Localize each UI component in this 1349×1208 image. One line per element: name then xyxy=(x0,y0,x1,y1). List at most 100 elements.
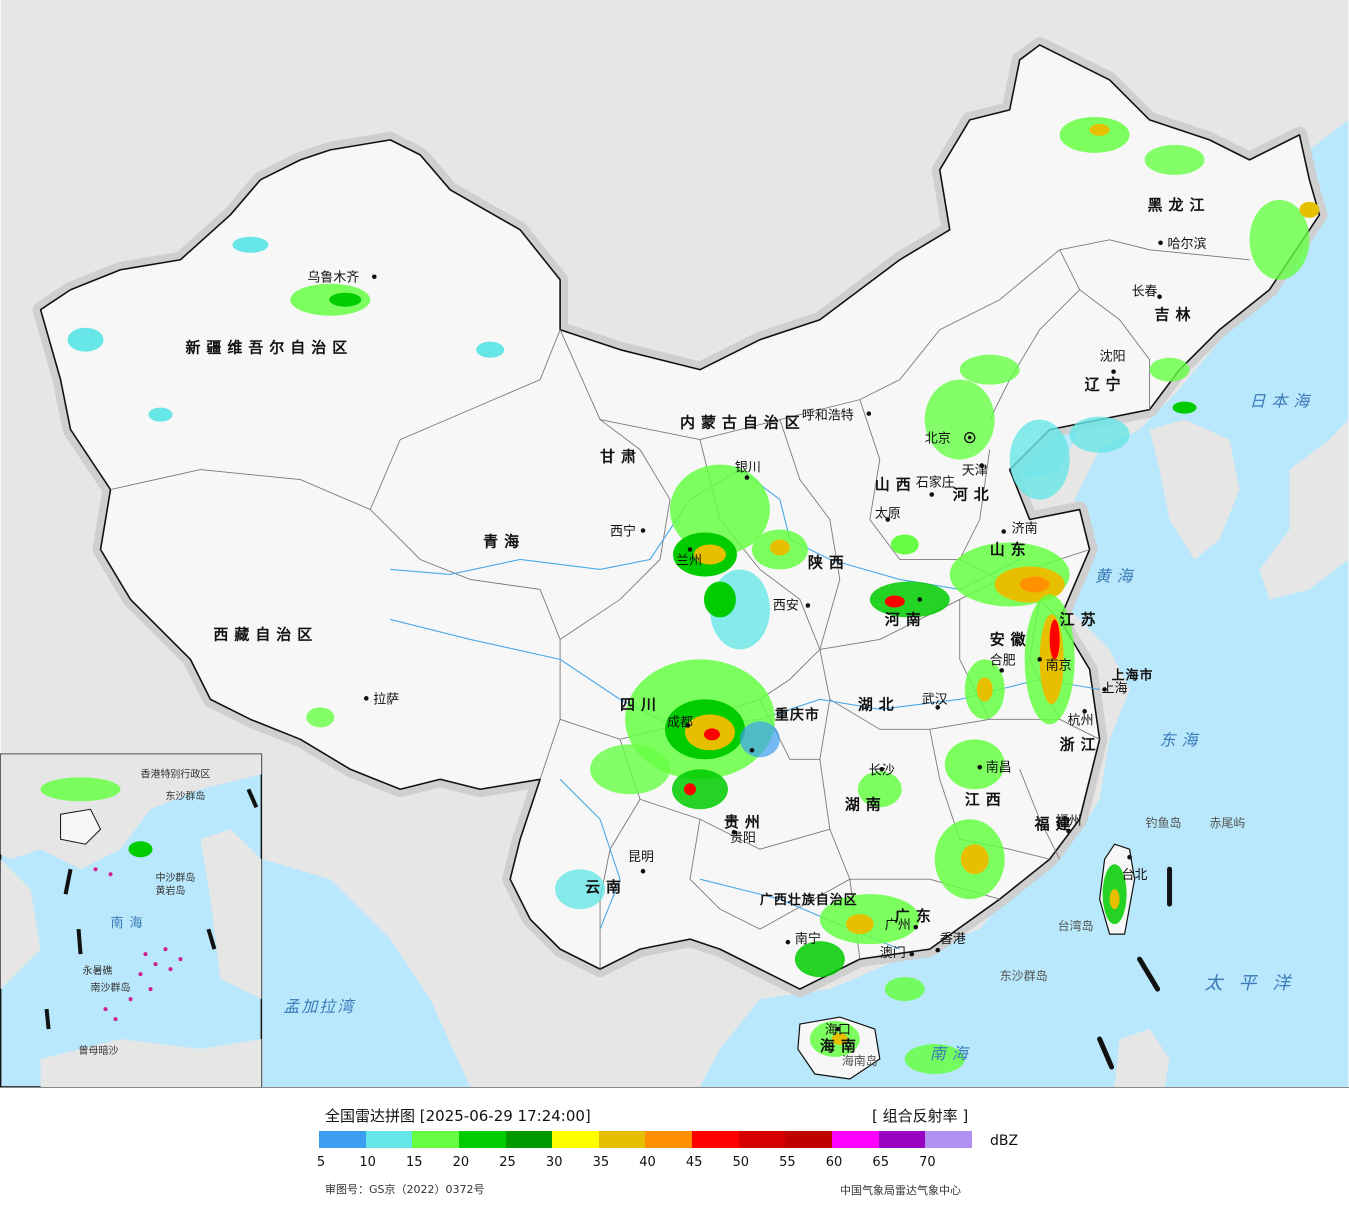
korea-land xyxy=(1149,419,1240,560)
color-scale-tick: 15 xyxy=(406,1155,423,1170)
svg-text:南京: 南京 xyxy=(1046,657,1072,673)
city-wuhan: 武汉 xyxy=(922,692,948,710)
svg-text:太平洋: 太平洋 xyxy=(1205,973,1307,994)
city-taiyuan: 太原 xyxy=(875,507,901,522)
svg-text:南海: 南海 xyxy=(111,915,149,931)
region-label: 河北 xyxy=(953,486,995,504)
color-scale-tick: 45 xyxy=(685,1155,703,1170)
svg-text:拉萨: 拉萨 xyxy=(373,692,399,707)
city-urumqi: 乌鲁木齐 xyxy=(307,270,377,286)
svg-text:南海: 南海 xyxy=(930,1044,974,1063)
city-nanning: 南宁 xyxy=(785,931,821,947)
svg-text:南沙群岛: 南沙群岛 xyxy=(91,981,131,994)
region-label: 湖南 xyxy=(845,795,887,813)
svg-text:兰州: 兰州 xyxy=(676,553,702,568)
color-scale-tick: 5 xyxy=(316,1155,326,1170)
svg-text:海南岛: 海南岛 xyxy=(842,1053,878,1068)
city-shenyang: 沈阳 xyxy=(1100,350,1126,374)
city-tianjin: 天津 xyxy=(962,463,988,479)
city-hongkong: 香港 xyxy=(935,932,966,953)
city-guiyang: 贵阳 xyxy=(730,829,756,846)
region-label: 广东 xyxy=(895,907,937,925)
city-hefei: 合肥 xyxy=(990,653,1016,673)
unit-label: dBZ xyxy=(990,1133,1019,1149)
color-swatch xyxy=(832,1131,879,1148)
region-label: 青海 xyxy=(483,532,525,550)
city-yinchuan: 银川 xyxy=(735,461,761,480)
region-label: 湖北 xyxy=(858,695,900,713)
city-harbin: 哈尔滨 xyxy=(1158,236,1206,252)
city-xian: 西安 xyxy=(773,598,811,613)
svg-text:天津: 天津 xyxy=(962,464,988,479)
color-scale-tick: 20 xyxy=(452,1155,470,1170)
color-swatch xyxy=(738,1131,786,1148)
region-label: 贵州 xyxy=(724,813,766,831)
svg-text:北京: 北京 xyxy=(925,432,951,447)
svg-text:西宁: 西宁 xyxy=(610,524,636,540)
svg-text:合肥: 合肥 xyxy=(990,653,1016,668)
svg-text:澳门: 澳门 xyxy=(880,945,906,961)
color-swatch xyxy=(552,1131,599,1148)
svg-text:南昌: 南昌 xyxy=(986,759,1012,775)
region-labels: 新疆维吾尔自治区 西藏自治区 青海 甘肃 内蒙古自治区 黑龙江 吉林 辽宁 河北… xyxy=(185,196,1211,1055)
review-number: 审图号：GS京（2022）0372号 xyxy=(325,1183,485,1196)
svg-text:乌鲁木齐: 乌鲁木齐 xyxy=(307,270,359,286)
region-label: 广西壮族自治区 xyxy=(760,892,858,908)
color-swatch xyxy=(365,1131,413,1148)
region-label: 海南 xyxy=(820,1037,862,1055)
city-zhengzhou xyxy=(917,597,923,602)
city-kunming: 昆明 xyxy=(628,850,654,874)
city-changsha: 长沙 xyxy=(869,763,895,778)
svg-text:香港: 香港 xyxy=(940,932,966,947)
japan-land xyxy=(1259,419,1349,600)
city-macau: 澳门 xyxy=(880,945,915,961)
city-beijing: 北京 xyxy=(925,432,976,447)
color-scale-bar xyxy=(319,1131,972,1148)
svg-text:昆明: 昆明 xyxy=(628,850,654,865)
svg-text:杭州: 杭州 xyxy=(1068,713,1094,728)
region-label: 上海市 xyxy=(1112,667,1154,683)
color-swatch xyxy=(785,1131,833,1148)
color-swatch xyxy=(319,1131,366,1148)
city-haikou: 海口 xyxy=(825,1023,851,1038)
svg-text:钓鱼岛: 钓鱼岛 xyxy=(1146,815,1182,830)
region-label: 安徽 xyxy=(990,630,1032,648)
color-swatch xyxy=(505,1131,553,1148)
svg-text:长春: 长春 xyxy=(1132,285,1158,300)
legend-title: 全国雷达拼图 [2025-06-29 17:24:00] xyxy=(325,1107,591,1125)
color-scale-tick: 60 xyxy=(825,1155,843,1170)
organization-label: 中国气象局雷达气象中心 xyxy=(840,1184,961,1197)
svg-text:日本海: 日本海 xyxy=(1249,392,1315,411)
color-swatch xyxy=(692,1131,739,1148)
svg-text:银川: 银川 xyxy=(735,461,761,476)
region-label: 四川 xyxy=(620,695,662,713)
svg-text:香港特别行政区: 香港特别行政区 xyxy=(140,767,210,780)
svg-text:石家庄: 石家庄 xyxy=(916,475,955,491)
color-scale-tick: 25 xyxy=(499,1155,516,1170)
svg-text:东海: 东海 xyxy=(1160,730,1204,749)
pacific-sea xyxy=(699,119,1349,1087)
city-nanchang: 南昌 xyxy=(977,759,1012,775)
color-scale-tick: 55 xyxy=(779,1155,796,1170)
color-scale-tick: 65 xyxy=(872,1155,889,1170)
svg-text:曾母暗沙: 曾母暗沙 xyxy=(79,1044,119,1057)
svg-text:台北: 台北 xyxy=(1122,868,1148,883)
color-swatch xyxy=(645,1131,693,1148)
svg-text:南宁: 南宁 xyxy=(795,931,821,947)
svg-text:东沙群岛: 东沙群岛 xyxy=(1000,968,1048,983)
color-swatch xyxy=(598,1131,646,1148)
region-label: 西藏自治区 xyxy=(213,625,318,643)
city-xining: 西宁 xyxy=(610,524,646,540)
region-label: 浙江 xyxy=(1060,735,1102,753)
city-fuzhou: 福州 xyxy=(1056,814,1082,834)
city-guangzhou: 广州 xyxy=(885,918,919,933)
city-hangzhou: 杭州 xyxy=(1068,709,1094,728)
region-label: 黑龙江 xyxy=(1148,196,1211,214)
svg-text:长沙: 长沙 xyxy=(869,763,895,778)
region-label: 辽宁 xyxy=(1085,376,1127,394)
color-swatch xyxy=(458,1131,506,1148)
svg-text:海口: 海口 xyxy=(825,1023,851,1038)
color-scale-tick: 10 xyxy=(359,1155,376,1170)
color-scale-tick: 35 xyxy=(592,1155,610,1170)
svg-text:贵阳: 贵阳 xyxy=(730,831,756,846)
